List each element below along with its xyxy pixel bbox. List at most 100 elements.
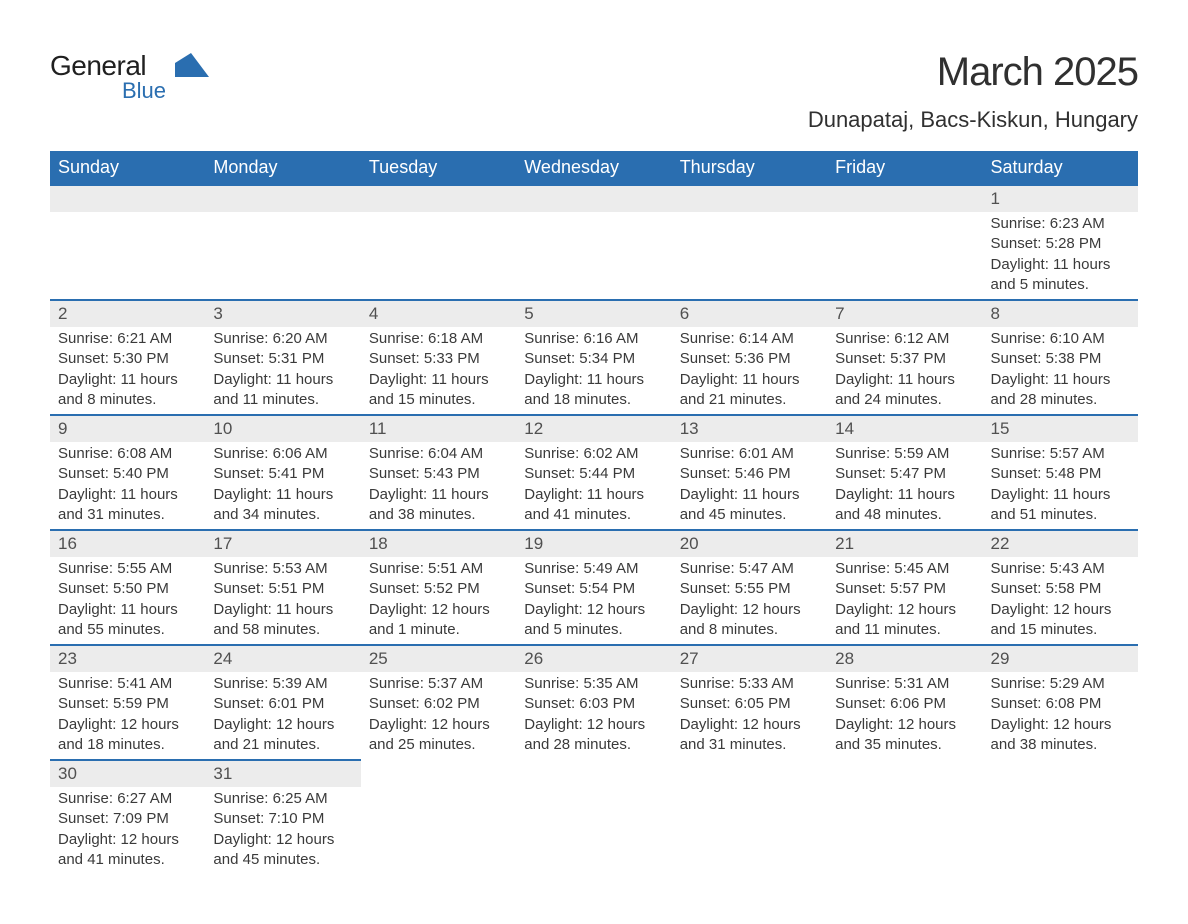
daylight-line: Daylight: 11 hours and 58 minutes. bbox=[213, 600, 352, 641]
day-number: 3 bbox=[205, 301, 360, 327]
calendar-cell: 3Sunrise: 6:20 AMSunset: 5:31 PMDaylight… bbox=[205, 300, 360, 415]
sunrise-line: Sunrise: 5:41 AM bbox=[58, 674, 197, 694]
day-number bbox=[205, 186, 360, 212]
daylight-line: Daylight: 11 hours and 51 minutes. bbox=[991, 485, 1130, 526]
day-number: 8 bbox=[983, 301, 1138, 327]
sunset-line: Sunset: 5:46 PM bbox=[680, 464, 819, 484]
calendar-cell: 10Sunrise: 6:06 AMSunset: 5:41 PMDayligh… bbox=[205, 415, 360, 530]
calendar-cell: 18Sunrise: 5:51 AMSunset: 5:52 PMDayligh… bbox=[361, 530, 516, 645]
sunrise-line: Sunrise: 6:21 AM bbox=[58, 329, 197, 349]
sunrise-line: Sunrise: 5:51 AM bbox=[369, 559, 508, 579]
calendar-cell bbox=[516, 185, 671, 300]
sunset-line: Sunset: 5:34 PM bbox=[524, 349, 663, 369]
sunset-line: Sunset: 6:05 PM bbox=[680, 694, 819, 714]
calendar-cell bbox=[827, 760, 982, 874]
calendar-cell: 23Sunrise: 5:41 AMSunset: 5:59 PMDayligh… bbox=[50, 645, 205, 760]
day-details: Sunrise: 6:23 AMSunset: 5:28 PMDaylight:… bbox=[983, 212, 1138, 299]
day-details: Sunrise: 6:16 AMSunset: 5:34 PMDaylight:… bbox=[516, 327, 671, 414]
calendar-week: 30Sunrise: 6:27 AMSunset: 7:09 PMDayligh… bbox=[50, 760, 1138, 874]
calendar-week: 23Sunrise: 5:41 AMSunset: 5:59 PMDayligh… bbox=[50, 645, 1138, 760]
calendar-cell: 12Sunrise: 6:02 AMSunset: 5:44 PMDayligh… bbox=[516, 415, 671, 530]
calendar-cell: 30Sunrise: 6:27 AMSunset: 7:09 PMDayligh… bbox=[50, 760, 205, 874]
day-details: Sunrise: 5:39 AMSunset: 6:01 PMDaylight:… bbox=[205, 672, 360, 759]
day-number: 26 bbox=[516, 646, 671, 672]
day-number: 17 bbox=[205, 531, 360, 557]
day-details: Sunrise: 5:57 AMSunset: 5:48 PMDaylight:… bbox=[983, 442, 1138, 529]
day-number bbox=[827, 186, 982, 212]
calendar-cell: 2Sunrise: 6:21 AMSunset: 5:30 PMDaylight… bbox=[50, 300, 205, 415]
sunrise-line: Sunrise: 6:10 AM bbox=[991, 329, 1130, 349]
day-details: Sunrise: 5:41 AMSunset: 5:59 PMDaylight:… bbox=[50, 672, 205, 759]
calendar-week: 16Sunrise: 5:55 AMSunset: 5:50 PMDayligh… bbox=[50, 530, 1138, 645]
sunset-line: Sunset: 6:06 PM bbox=[835, 694, 974, 714]
sunrise-line: Sunrise: 6:04 AM bbox=[369, 444, 508, 464]
calendar-cell bbox=[205, 185, 360, 300]
day-number bbox=[672, 760, 827, 786]
dayname-monday: Monday bbox=[205, 151, 360, 185]
calendar-cell: 8Sunrise: 6:10 AMSunset: 5:38 PMDaylight… bbox=[983, 300, 1138, 415]
sunset-line: Sunset: 5:52 PM bbox=[369, 579, 508, 599]
sunrise-line: Sunrise: 5:55 AM bbox=[58, 559, 197, 579]
day-details: Sunrise: 6:27 AMSunset: 7:09 PMDaylight:… bbox=[50, 787, 205, 874]
title-block: March 2025 Dunapataj, Bacs-Kiskun, Hunga… bbox=[808, 50, 1138, 133]
logo-text-blue: Blue bbox=[122, 78, 166, 104]
location-label: Dunapataj, Bacs-Kiskun, Hungary bbox=[808, 107, 1138, 133]
day-details: Sunrise: 5:35 AMSunset: 6:03 PMDaylight:… bbox=[516, 672, 671, 759]
daylight-line: Daylight: 12 hours and 31 minutes. bbox=[680, 715, 819, 756]
daylight-line: Daylight: 12 hours and 21 minutes. bbox=[213, 715, 352, 756]
sunset-line: Sunset: 5:28 PM bbox=[991, 234, 1130, 254]
calendar-cell bbox=[361, 760, 516, 874]
sunrise-line: Sunrise: 5:57 AM bbox=[991, 444, 1130, 464]
calendar-cell: 1Sunrise: 6:23 AMSunset: 5:28 PMDaylight… bbox=[983, 185, 1138, 300]
day-details: Sunrise: 6:25 AMSunset: 7:10 PMDaylight:… bbox=[205, 787, 360, 874]
calendar-cell: 25Sunrise: 5:37 AMSunset: 6:02 PMDayligh… bbox=[361, 645, 516, 760]
sunrise-line: Sunrise: 5:37 AM bbox=[369, 674, 508, 694]
day-details: Sunrise: 5:47 AMSunset: 5:55 PMDaylight:… bbox=[672, 557, 827, 644]
daylight-line: Daylight: 11 hours and 48 minutes. bbox=[835, 485, 974, 526]
day-number: 12 bbox=[516, 416, 671, 442]
day-number bbox=[361, 760, 516, 786]
day-details: Sunrise: 5:49 AMSunset: 5:54 PMDaylight:… bbox=[516, 557, 671, 644]
day-details: Sunrise: 6:04 AMSunset: 5:43 PMDaylight:… bbox=[361, 442, 516, 529]
sunrise-line: Sunrise: 5:29 AM bbox=[991, 674, 1130, 694]
day-number bbox=[983, 760, 1138, 786]
day-number: 19 bbox=[516, 531, 671, 557]
day-number: 18 bbox=[361, 531, 516, 557]
daylight-line: Daylight: 12 hours and 11 minutes. bbox=[835, 600, 974, 641]
sunset-line: Sunset: 5:38 PM bbox=[991, 349, 1130, 369]
daylight-line: Daylight: 11 hours and 31 minutes. bbox=[58, 485, 197, 526]
calendar-cell bbox=[672, 760, 827, 874]
sunrise-line: Sunrise: 6:08 AM bbox=[58, 444, 197, 464]
sunset-line: Sunset: 5:57 PM bbox=[835, 579, 974, 599]
sunset-line: Sunset: 5:40 PM bbox=[58, 464, 197, 484]
sunrise-line: Sunrise: 5:33 AM bbox=[680, 674, 819, 694]
sunset-line: Sunset: 6:08 PM bbox=[991, 694, 1130, 714]
sunset-line: Sunset: 5:59 PM bbox=[58, 694, 197, 714]
day-details: Sunrise: 6:20 AMSunset: 5:31 PMDaylight:… bbox=[205, 327, 360, 414]
daylight-line: Daylight: 11 hours and 55 minutes. bbox=[58, 600, 197, 641]
calendar-cell bbox=[983, 760, 1138, 874]
day-details: Sunrise: 5:43 AMSunset: 5:58 PMDaylight:… bbox=[983, 557, 1138, 644]
sunrise-line: Sunrise: 5:45 AM bbox=[835, 559, 974, 579]
calendar-cell: 7Sunrise: 6:12 AMSunset: 5:37 PMDaylight… bbox=[827, 300, 982, 415]
daylight-line: Daylight: 11 hours and 28 minutes. bbox=[991, 370, 1130, 411]
sunset-line: Sunset: 5:47 PM bbox=[835, 464, 974, 484]
day-details: Sunrise: 6:08 AMSunset: 5:40 PMDaylight:… bbox=[50, 442, 205, 529]
sunrise-line: Sunrise: 5:43 AM bbox=[991, 559, 1130, 579]
sunset-line: Sunset: 5:31 PM bbox=[213, 349, 352, 369]
sunset-line: Sunset: 5:30 PM bbox=[58, 349, 197, 369]
calendar-cell bbox=[50, 185, 205, 300]
calendar-cell bbox=[672, 185, 827, 300]
calendar-table: Sunday Monday Tuesday Wednesday Thursday… bbox=[50, 151, 1138, 874]
daylight-line: Daylight: 11 hours and 34 minutes. bbox=[213, 485, 352, 526]
sunrise-line: Sunrise: 6:01 AM bbox=[680, 444, 819, 464]
sunrise-line: Sunrise: 5:35 AM bbox=[524, 674, 663, 694]
calendar-cell: 29Sunrise: 5:29 AMSunset: 6:08 PMDayligh… bbox=[983, 645, 1138, 760]
daylight-line: Daylight: 12 hours and 45 minutes. bbox=[213, 830, 352, 871]
sunrise-line: Sunrise: 5:59 AM bbox=[835, 444, 974, 464]
logo: General Blue bbox=[50, 50, 210, 110]
daylight-line: Daylight: 11 hours and 24 minutes. bbox=[835, 370, 974, 411]
calendar-cell: 11Sunrise: 6:04 AMSunset: 5:43 PMDayligh… bbox=[361, 415, 516, 530]
day-details: Sunrise: 5:29 AMSunset: 6:08 PMDaylight:… bbox=[983, 672, 1138, 759]
day-number: 20 bbox=[672, 531, 827, 557]
